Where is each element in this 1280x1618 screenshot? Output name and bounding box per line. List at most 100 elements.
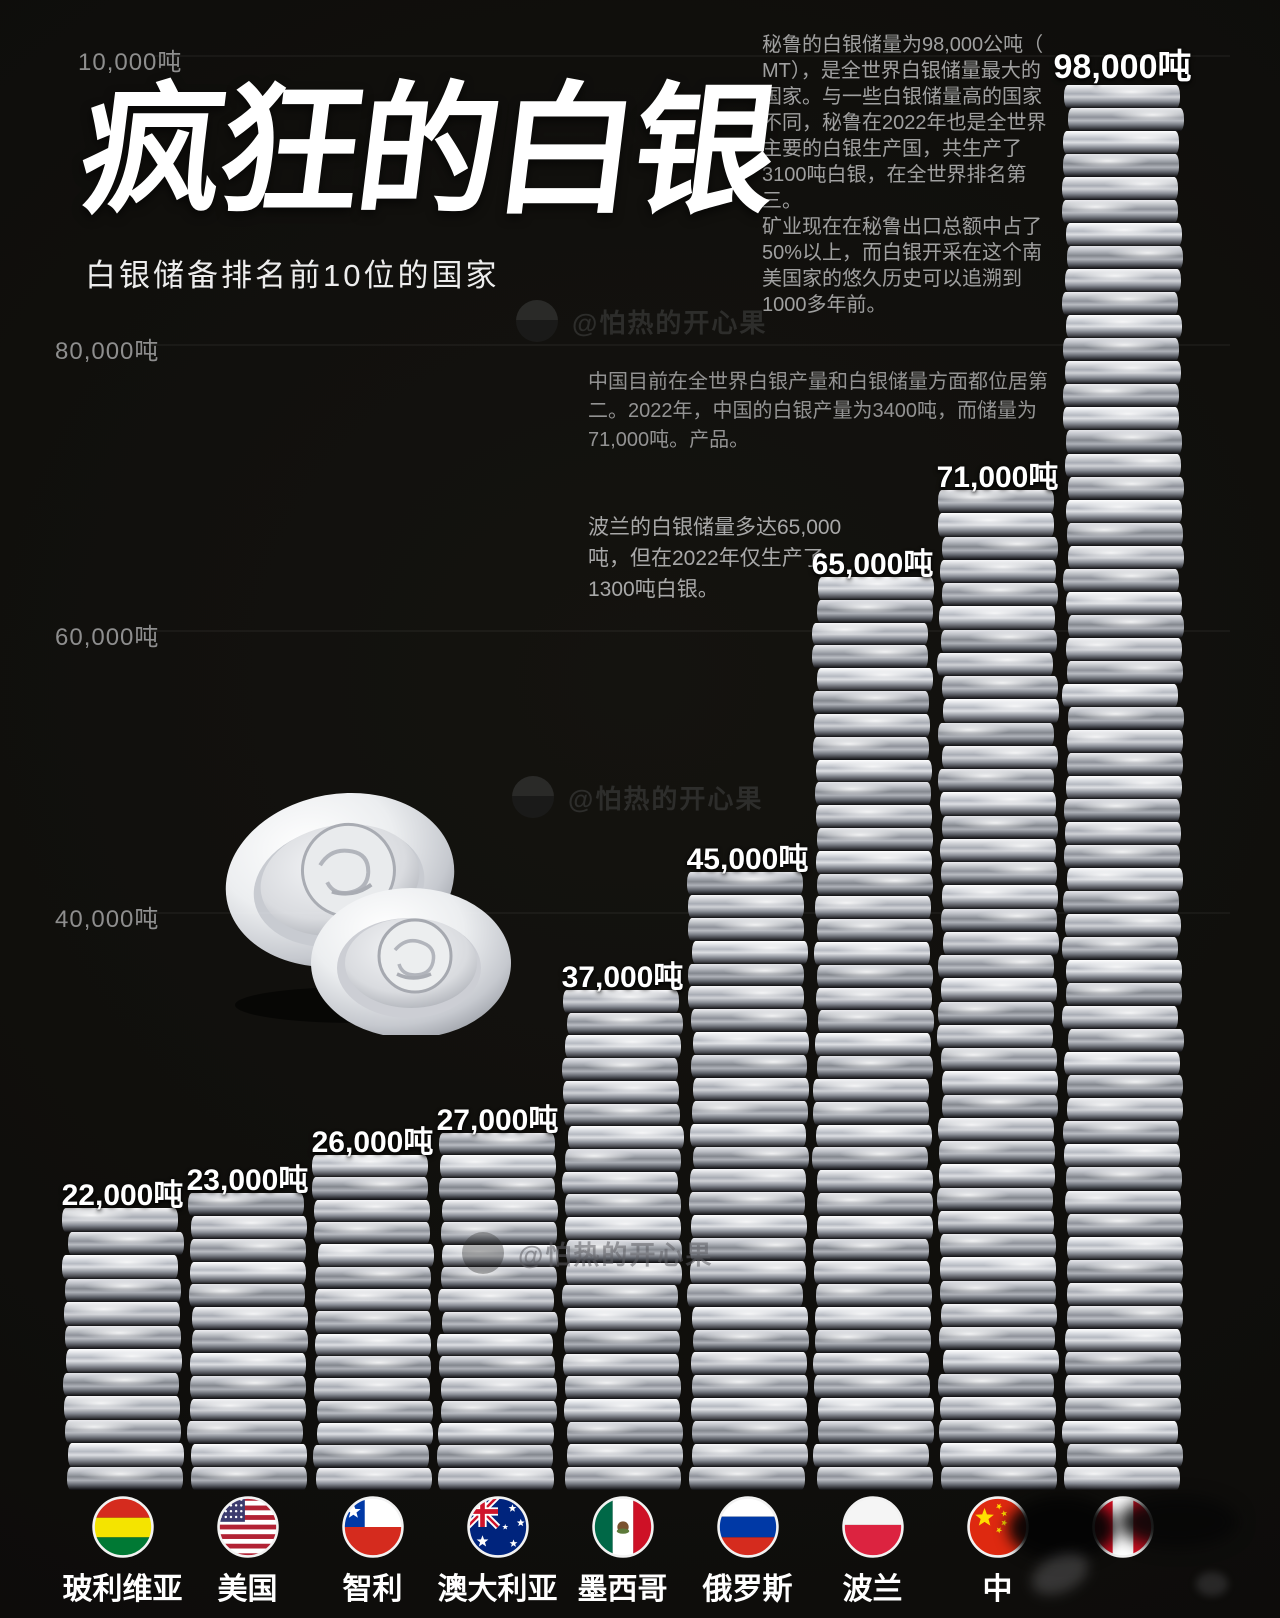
coin [687,894,804,918]
coin [440,1400,557,1424]
coin [686,1283,803,1307]
coin [688,1466,805,1490]
coin [938,1420,1055,1444]
coin [811,645,928,669]
coin [939,559,1056,583]
coin [938,1164,1055,1188]
coin [1063,85,1180,109]
coin [941,1071,1058,1095]
coin [686,872,803,895]
coin [1063,1144,1180,1168]
watermark-text: @怕热的开心果 [572,307,768,338]
coin [1062,891,1179,915]
censor-smudge [1008,1496,1116,1560]
coin [312,1445,429,1468]
coin [1066,1236,1183,1260]
coin [942,699,1059,723]
coin [441,1244,558,1267]
coin [813,1375,930,1399]
bar-china [936,490,1059,1490]
coin [815,805,932,828]
coin [816,1170,933,1193]
coin [1064,822,1181,846]
coin [62,1372,179,1396]
coin [816,919,933,942]
coin [816,1056,933,1079]
coin [813,713,930,737]
coin [1066,660,1183,684]
y-axis-tick: 10,000吨 [78,49,183,76]
annotation-poland: 波兰的白银储量多达65,000 吨，但在2022年仅生产了 1300吨白银。 [588,516,842,601]
coin [566,1012,683,1036]
coin [1066,1259,1183,1283]
coin [186,1421,303,1445]
coin [440,1222,557,1245]
watermark-logo-icon [512,776,554,818]
coin [1066,1282,1183,1306]
coin [1063,1466,1180,1490]
page-title: 疯狂的白银 [72,72,782,231]
coin [440,1266,557,1290]
coin [816,1192,933,1216]
coin [817,577,934,600]
bar-mexico [561,990,684,1490]
coin [188,1284,305,1308]
coin [939,838,1056,862]
watermark: @怕热的开心果 [462,1232,713,1274]
flag-russia-icon [716,1496,779,1558]
coin [313,1378,430,1401]
coin [687,986,804,1010]
coin [564,1308,681,1331]
coin [1061,1006,1178,1030]
coin [1065,637,1182,661]
coin [1067,476,1184,500]
coin [939,1280,1056,1304]
coin [814,782,931,806]
coin [64,1278,181,1302]
coin [64,1325,181,1349]
coin [937,1373,1054,1397]
coin [1067,1029,1184,1053]
coin [1063,1052,1180,1076]
coin [937,490,1054,514]
watermark-logo-icon [516,300,558,342]
coin [1066,1213,1183,1237]
coin [189,1238,306,1262]
bar-peru [1061,85,1184,1490]
coin [564,1467,681,1490]
coin [1064,453,1181,477]
flag-bolivia-icon [91,1496,154,1558]
coin [816,873,933,897]
country-label: 中 [982,1573,1013,1606]
watermark-logo-icon [462,1232,504,1274]
coin [189,1375,306,1399]
coin [1062,384,1179,408]
coin [813,942,930,965]
coin [1065,591,1182,615]
coin [311,1177,428,1200]
coin [1065,499,1182,523]
coin [316,1400,433,1423]
gridline [150,55,1230,57]
bar-value-label: 27,000吨 [436,1104,559,1137]
coin [64,1419,181,1443]
coin [1061,177,1178,201]
coin [1067,108,1184,132]
coin [816,827,933,851]
y-axis-tick: 60,000吨 [55,624,160,651]
coin [939,792,1056,816]
coin [438,1133,555,1156]
coin [189,1398,306,1422]
coin [937,1210,1054,1234]
coin [817,1010,934,1034]
coin [941,676,1058,700]
coin [316,1422,433,1446]
coin [190,1467,307,1490]
country-label: 墨西哥 [577,1573,668,1606]
bar-russia [686,872,809,1490]
coin [939,1234,1056,1258]
coin [438,1356,555,1379]
coin [815,850,932,874]
coin [940,862,1057,886]
coin [436,1333,553,1357]
